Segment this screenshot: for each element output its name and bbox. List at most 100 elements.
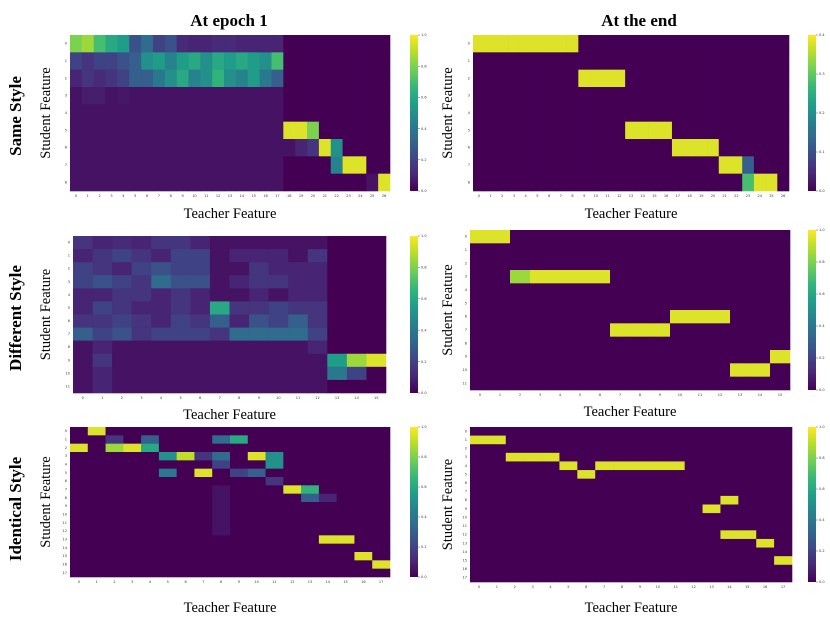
heatmap-cell — [666, 513, 685, 523]
heatmap-cell — [131, 301, 152, 315]
colorbar-tick-label: 0.6 — [421, 485, 427, 489]
heatmap-cell — [283, 568, 302, 578]
colorbar-tick-label: 0.3 — [819, 72, 825, 76]
x-tick-label: 14 — [640, 194, 645, 198]
heatmap-cell — [554, 156, 567, 174]
heatmap-cell — [510, 336, 531, 351]
heatmap-cell — [631, 478, 650, 488]
y-tick-label: 2 — [68, 267, 70, 271]
heatmap-cell — [683, 156, 696, 174]
heatmap-cell — [283, 69, 296, 88]
heatmap-cell — [194, 452, 213, 461]
heatmap-cell — [235, 139, 249, 157]
heatmap-cell — [631, 487, 650, 497]
heatmap-cell — [330, 52, 343, 70]
heatmap-cell — [151, 379, 172, 394]
heatmap-cell — [354, 173, 367, 192]
heatmap-cell — [247, 121, 260, 140]
heatmap-cell — [212, 485, 231, 494]
heatmap-cell — [523, 513, 542, 523]
y-tick-label: 4 — [65, 111, 68, 115]
heatmap-cell — [577, 530, 596, 540]
heatmap-cell — [73, 366, 93, 381]
heatmap-cell — [631, 530, 650, 540]
heatmap-cell — [770, 363, 791, 377]
y-tick-label: 3 — [65, 94, 67, 98]
heatmap-cell — [625, 69, 638, 88]
heatmap-cell — [496, 52, 509, 70]
row-title-different-style: Different Style — [6, 265, 25, 371]
heatmap-cell — [550, 336, 571, 351]
heatmap-cell — [212, 552, 231, 561]
heatmap-cell — [671, 35, 684, 53]
heatmap-cell — [249, 301, 269, 315]
heatmap-cell — [141, 69, 154, 88]
x-tick-label: 23 — [346, 194, 350, 198]
x-tick-label: 15 — [745, 585, 749, 589]
heatmap-cell — [209, 340, 230, 355]
heatmap-cell — [70, 35, 83, 53]
heatmap-cell — [519, 156, 532, 174]
heatmap-cell — [648, 87, 661, 105]
heatmap-cell — [366, 139, 379, 157]
heatmap-cell — [590, 121, 603, 140]
heatmap-cell — [742, 121, 755, 140]
heatmap-cell — [730, 283, 751, 297]
heatmap-cell — [327, 288, 348, 302]
heatmap-cell — [318, 35, 332, 53]
heatmap-cell — [129, 35, 142, 53]
heatmap-cell — [559, 470, 578, 479]
heatmap-cell — [176, 477, 195, 486]
heatmap-cell — [318, 139, 332, 157]
heatmap-cell — [550, 296, 571, 311]
heatmap-cell — [595, 547, 614, 557]
heatmap-cell — [531, 87, 544, 105]
heatmap-cell — [131, 314, 152, 328]
heatmap-cell — [87, 535, 106, 544]
heatmap-cell — [141, 477, 160, 486]
heatmap-cell — [695, 69, 708, 88]
heatmap-cell — [141, 121, 154, 140]
heatmap-cell — [283, 510, 302, 519]
heatmap-cell — [702, 461, 721, 471]
heatmap-cell — [648, 573, 668, 583]
heatmap-cell — [770, 376, 791, 391]
heatmap-cell — [671, 139, 684, 157]
heatmap-cell — [92, 275, 113, 289]
heatmap-cell — [70, 527, 89, 536]
heatmap-cell — [342, 121, 355, 140]
heatmap-cell — [756, 444, 775, 454]
heatmap-cell — [496, 69, 509, 88]
y-tick-label: 11 — [463, 381, 467, 385]
heatmap-cell — [283, 87, 296, 105]
heatmap-cell — [301, 527, 320, 536]
heatmap-cell — [559, 564, 578, 574]
heatmap-cell — [541, 513, 560, 523]
heatmap-cell — [151, 288, 172, 302]
heatmap-cell — [176, 139, 189, 157]
heatmap-cell — [295, 69, 308, 88]
heatmap-different-style-epoch1: 0 1 2 3 4 5 6 7 8 9 10 11 12 13 14 1501234567891011Teac… — [38, 234, 427, 423]
heatmap-cell — [235, 87, 249, 105]
heatmap-cell — [470, 504, 489, 514]
heatmap-cell — [636, 104, 649, 122]
heatmap-cell — [176, 435, 195, 444]
heatmap-cell — [670, 230, 691, 244]
heatmap-cell — [330, 173, 343, 192]
heatmap-cell — [613, 504, 632, 514]
heatmap-cell — [505, 478, 524, 488]
heatmap-cell — [554, 104, 567, 122]
x-tick-label: 2 — [514, 585, 516, 589]
heatmap-cell — [346, 301, 367, 315]
heatmap-cell — [660, 69, 673, 88]
heatmap-cell — [707, 35, 720, 53]
heatmap-cell — [249, 275, 269, 289]
heatmap-cell — [268, 353, 289, 368]
heatmap-cell — [288, 327, 309, 341]
heatmap-cell — [753, 35, 766, 53]
heatmap-cell — [590, 376, 611, 391]
heatmap-cell — [750, 363, 771, 377]
heatmap-cell — [93, 104, 106, 122]
heatmap-cell — [354, 535, 373, 544]
heatmap-cell — [188, 69, 201, 88]
